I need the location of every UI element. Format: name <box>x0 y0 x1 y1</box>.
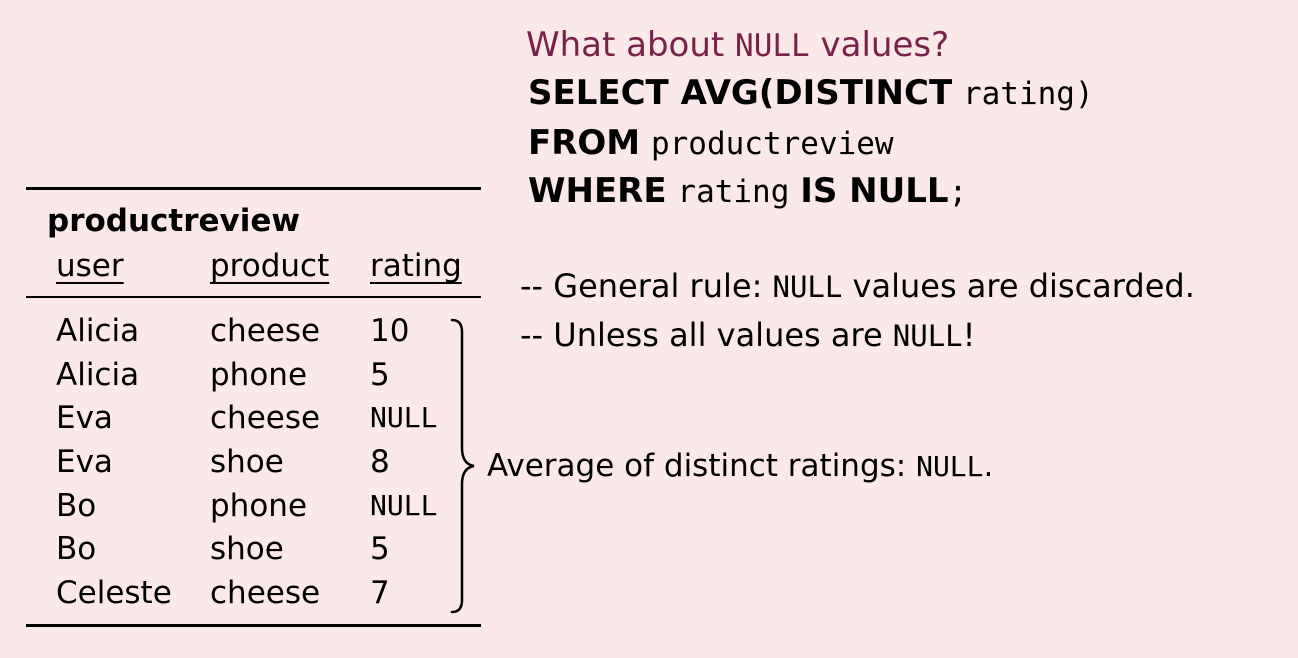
average-result: Average of distinct ratings: NULL. <box>487 448 993 484</box>
cell-rating: 5 <box>370 357 390 393</box>
table-name: productreview <box>47 203 301 239</box>
sql-where-line: WHERE rating IS NULL; <box>528 171 967 211</box>
table-bottom-rule <box>26 624 481 627</box>
cell-rating: 10 <box>370 313 410 349</box>
average-value: NULL <box>916 450 984 483</box>
comment-unless: -- Unless all values are NULL! <box>520 316 975 354</box>
sql-from-table: productreview <box>650 126 894 162</box>
comment-null: NULL <box>892 319 963 353</box>
comment-general-rule: -- General rule: NULL values are discard… <box>520 267 1195 305</box>
cell-user: Alicia <box>56 357 140 393</box>
question-after: values? <box>809 25 950 65</box>
column-header-user: user <box>56 248 124 284</box>
sql-terminator: ; <box>948 174 968 210</box>
cell-rating: 7 <box>370 575 390 611</box>
average-label: Average of distinct ratings: <box>487 448 917 484</box>
sql-select-line: SELECT AVG(DISTINCT rating) <box>528 73 1094 113</box>
cell-product: phone <box>210 488 308 524</box>
table-header-rule <box>26 296 481 298</box>
cell-user: Alicia <box>56 313 140 349</box>
sql-from-keyword: FROM <box>528 123 641 163</box>
average-end: . <box>983 448 994 484</box>
cell-rating: NULL <box>370 401 438 434</box>
sql-where-column: rating <box>677 174 790 210</box>
comment-prefix: -- General rule: <box>520 267 773 305</box>
cell-rating: 5 <box>370 531 390 567</box>
cell-product: phone <box>210 357 308 393</box>
comment-null: NULL <box>772 270 843 304</box>
cell-rating: NULL <box>370 489 438 522</box>
cell-user: Eva <box>56 400 113 436</box>
cell-product: cheese <box>210 575 321 611</box>
table-top-rule <box>26 187 481 190</box>
question-before: What about <box>526 25 736 65</box>
comment-prefix: -- Unless all values are <box>520 316 893 354</box>
cell-user: Celeste <box>56 575 172 611</box>
cell-user: Bo <box>56 488 97 524</box>
sql-from-line: FROM productreview <box>528 123 894 163</box>
sql-is-null-keyword: IS NULL <box>800 171 949 211</box>
cell-product: cheese <box>210 400 321 436</box>
cell-product: cheese <box>210 313 321 349</box>
column-header-product: product <box>210 248 330 284</box>
sql-select-column: rating) <box>962 76 1094 112</box>
cell-product: shoe <box>210 531 284 567</box>
comment-suffix: ! <box>962 316 976 354</box>
curly-brace-icon <box>450 318 475 614</box>
comment-suffix: values are discarded. <box>842 267 1195 305</box>
column-header-rating: rating <box>370 248 462 284</box>
cell-user: Eva <box>56 444 113 480</box>
sql-select-keyword: SELECT AVG(DISTINCT <box>528 73 953 113</box>
cell-product: shoe <box>210 444 284 480</box>
cell-rating: 8 <box>370 444 390 480</box>
question-null: NULL <box>735 28 810 64</box>
sql-where-keyword: WHERE <box>528 171 667 211</box>
question-heading: What about NULL values? <box>526 25 949 65</box>
cell-user: Bo <box>56 531 97 567</box>
